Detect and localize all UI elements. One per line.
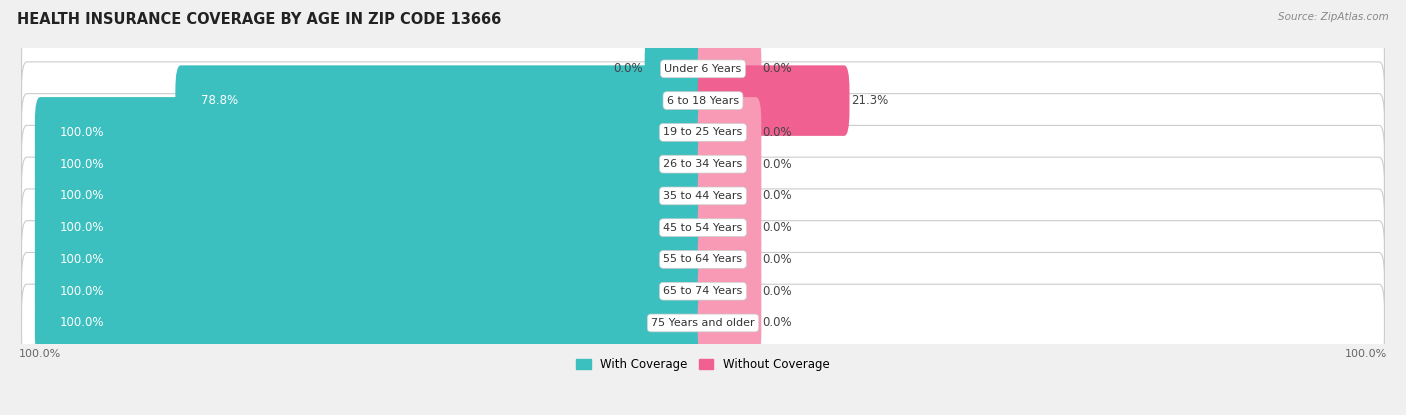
FancyBboxPatch shape xyxy=(697,65,849,136)
Text: 35 to 44 Years: 35 to 44 Years xyxy=(664,191,742,201)
Text: 0.0%: 0.0% xyxy=(762,189,793,203)
FancyBboxPatch shape xyxy=(176,65,709,136)
Text: 0.0%: 0.0% xyxy=(762,158,793,171)
Text: HEALTH INSURANCE COVERAGE BY AGE IN ZIP CODE 13666: HEALTH INSURANCE COVERAGE BY AGE IN ZIP … xyxy=(17,12,501,27)
FancyBboxPatch shape xyxy=(21,125,1385,203)
FancyBboxPatch shape xyxy=(21,189,1385,266)
FancyBboxPatch shape xyxy=(21,221,1385,298)
Text: 75 Years and older: 75 Years and older xyxy=(651,318,755,328)
FancyBboxPatch shape xyxy=(697,256,761,327)
Text: Under 6 Years: Under 6 Years xyxy=(665,64,741,74)
Text: 26 to 34 Years: 26 to 34 Years xyxy=(664,159,742,169)
FancyBboxPatch shape xyxy=(697,288,761,358)
FancyBboxPatch shape xyxy=(35,129,709,199)
Text: 78.8%: 78.8% xyxy=(201,94,238,107)
Text: 65 to 74 Years: 65 to 74 Years xyxy=(664,286,742,296)
Text: 100.0%: 100.0% xyxy=(60,221,104,234)
FancyBboxPatch shape xyxy=(21,62,1385,139)
FancyBboxPatch shape xyxy=(21,94,1385,171)
FancyBboxPatch shape xyxy=(35,224,709,295)
FancyBboxPatch shape xyxy=(697,224,761,295)
FancyBboxPatch shape xyxy=(697,129,761,199)
FancyBboxPatch shape xyxy=(697,193,761,263)
Text: 100.0%: 100.0% xyxy=(60,285,104,298)
Text: 0.0%: 0.0% xyxy=(762,253,793,266)
Text: 6 to 18 Years: 6 to 18 Years xyxy=(666,95,740,105)
Text: 45 to 54 Years: 45 to 54 Years xyxy=(664,223,742,233)
Text: 0.0%: 0.0% xyxy=(613,62,644,76)
FancyBboxPatch shape xyxy=(35,193,709,263)
FancyBboxPatch shape xyxy=(35,256,709,327)
Text: 100.0%: 100.0% xyxy=(60,158,104,171)
Text: 100.0%: 100.0% xyxy=(60,317,104,330)
FancyBboxPatch shape xyxy=(697,97,761,168)
FancyBboxPatch shape xyxy=(35,97,709,168)
Text: 100.0%: 100.0% xyxy=(60,253,104,266)
Text: 19 to 25 Years: 19 to 25 Years xyxy=(664,127,742,137)
FancyBboxPatch shape xyxy=(21,284,1385,362)
FancyBboxPatch shape xyxy=(21,157,1385,234)
FancyBboxPatch shape xyxy=(645,34,709,104)
FancyBboxPatch shape xyxy=(35,161,709,231)
Legend: With Coverage, Without Coverage: With Coverage, Without Coverage xyxy=(572,354,834,376)
Text: 0.0%: 0.0% xyxy=(762,62,793,76)
FancyBboxPatch shape xyxy=(21,252,1385,330)
Text: 0.0%: 0.0% xyxy=(762,126,793,139)
Text: 21.3%: 21.3% xyxy=(851,94,889,107)
Text: 100.0%: 100.0% xyxy=(60,189,104,203)
Text: Source: ZipAtlas.com: Source: ZipAtlas.com xyxy=(1278,12,1389,22)
FancyBboxPatch shape xyxy=(21,30,1385,107)
Text: 0.0%: 0.0% xyxy=(762,317,793,330)
Text: 0.0%: 0.0% xyxy=(762,285,793,298)
Text: 0.0%: 0.0% xyxy=(762,221,793,234)
Text: 100.0%: 100.0% xyxy=(60,126,104,139)
FancyBboxPatch shape xyxy=(697,161,761,231)
FancyBboxPatch shape xyxy=(697,34,761,104)
Text: 55 to 64 Years: 55 to 64 Years xyxy=(664,254,742,264)
FancyBboxPatch shape xyxy=(35,288,709,358)
